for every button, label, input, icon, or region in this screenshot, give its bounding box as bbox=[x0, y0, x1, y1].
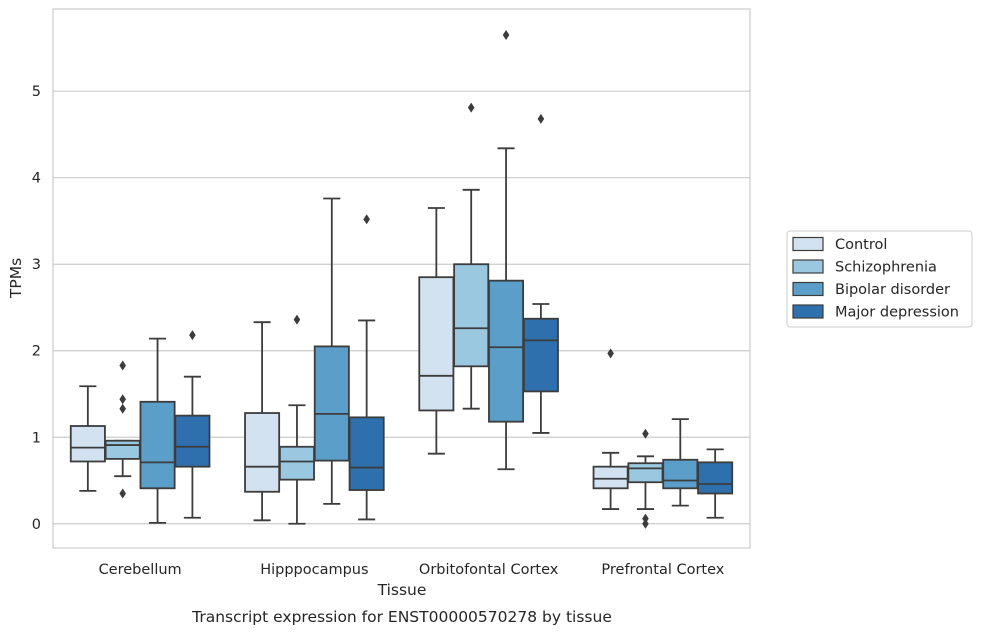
outlier-point bbox=[119, 488, 126, 499]
box-3-0 bbox=[592, 348, 629, 510]
box-0-3 bbox=[174, 330, 211, 519]
box-2-3 bbox=[522, 113, 559, 434]
outlier-point bbox=[119, 403, 126, 414]
box-iqr bbox=[488, 279, 525, 423]
outlier-point bbox=[119, 394, 126, 405]
box-3-3 bbox=[697, 448, 734, 519]
box-2-1 bbox=[453, 102, 490, 410]
box-iqr bbox=[592, 465, 629, 490]
y-tick-label-3: 3 bbox=[32, 257, 41, 273]
y-tick-label-2: 2 bbox=[32, 344, 41, 360]
box-3-1 bbox=[627, 428, 664, 529]
box-0-0 bbox=[69, 385, 106, 492]
outlier-point bbox=[537, 113, 545, 124]
legend-frame bbox=[786, 230, 973, 328]
legend: Control Schizophrenia Bipolar disorder Majo… bbox=[786, 230, 973, 328]
outlier-point bbox=[642, 428, 649, 439]
box-iqr bbox=[662, 458, 699, 490]
y-tick-label-5: 5 bbox=[32, 84, 41, 100]
legend-swatch-2 bbox=[792, 281, 824, 297]
box-iqr bbox=[418, 276, 455, 412]
box-iqr bbox=[278, 445, 315, 481]
x-axis-label: Tissue bbox=[377, 581, 427, 599]
box-iqr bbox=[104, 439, 141, 460]
box-1-0 bbox=[244, 321, 281, 522]
box-iqr bbox=[522, 317, 559, 393]
x-tick-labels: Cerebellum Hipppocampus Orbitofontal Corte… bbox=[99, 562, 725, 578]
box-iqr bbox=[139, 400, 176, 490]
x-tick-label-1: Hipppocampus bbox=[260, 562, 368, 578]
outlier-point bbox=[642, 518, 649, 529]
legend-swatch-1 bbox=[792, 259, 824, 274]
box-2-0 bbox=[418, 207, 455, 455]
outlier-point bbox=[293, 314, 301, 325]
box-1-2 bbox=[313, 197, 350, 505]
legend-label-3: Major depression bbox=[835, 305, 959, 321]
x-tick-label-0: Cerebellum bbox=[99, 562, 182, 578]
box-1-3 bbox=[348, 214, 385, 521]
boxes bbox=[69, 29, 734, 529]
outlier-point bbox=[189, 330, 196, 341]
y-tick-label-1: 1 bbox=[32, 430, 41, 446]
box-3-2 bbox=[662, 418, 699, 507]
box-0-1 bbox=[104, 360, 141, 499]
box-iqr bbox=[174, 414, 211, 468]
x-tick-label-3: Prefrontal Cortex bbox=[601, 562, 724, 578]
y-tick-labels: 0 1 2 3 4 5 bbox=[32, 84, 41, 533]
y-axis-label: TPMs bbox=[7, 258, 25, 299]
legend-label-0: Control bbox=[835, 237, 887, 253]
plot-area-frame bbox=[52, 8, 751, 549]
outlier-point bbox=[467, 102, 475, 113]
box-iqr bbox=[348, 416, 385, 491]
outlier-point bbox=[642, 513, 649, 524]
legend-label-1: Schizophrenia bbox=[835, 260, 937, 276]
box-iqr bbox=[69, 425, 106, 463]
y-tick-label-0: 0 bbox=[32, 517, 41, 533]
box-1-1 bbox=[278, 314, 315, 525]
box-iqr bbox=[313, 345, 350, 462]
box-iqr bbox=[244, 412, 281, 493]
box-iqr bbox=[697, 461, 734, 495]
outlier-point bbox=[607, 348, 614, 359]
box-2-2 bbox=[488, 29, 525, 471]
x-tick-label-2: Orbitofontal Cortex bbox=[419, 562, 559, 578]
legend-swatch-3 bbox=[792, 304, 824, 319]
outlier-point bbox=[502, 29, 510, 40]
outlier-point bbox=[363, 214, 370, 225]
y-tick-label-4: 4 bbox=[32, 171, 41, 187]
outlier-point bbox=[119, 360, 126, 371]
legend-label-2: Bipolar disorder bbox=[835, 282, 950, 298]
chart-caption: Transcript expression for ENST0000057027… bbox=[191, 608, 612, 626]
legend-swatch-0 bbox=[792, 236, 824, 252]
box-iqr bbox=[627, 462, 664, 484]
box-iqr bbox=[453, 263, 490, 368]
box-0-2 bbox=[139, 337, 176, 524]
